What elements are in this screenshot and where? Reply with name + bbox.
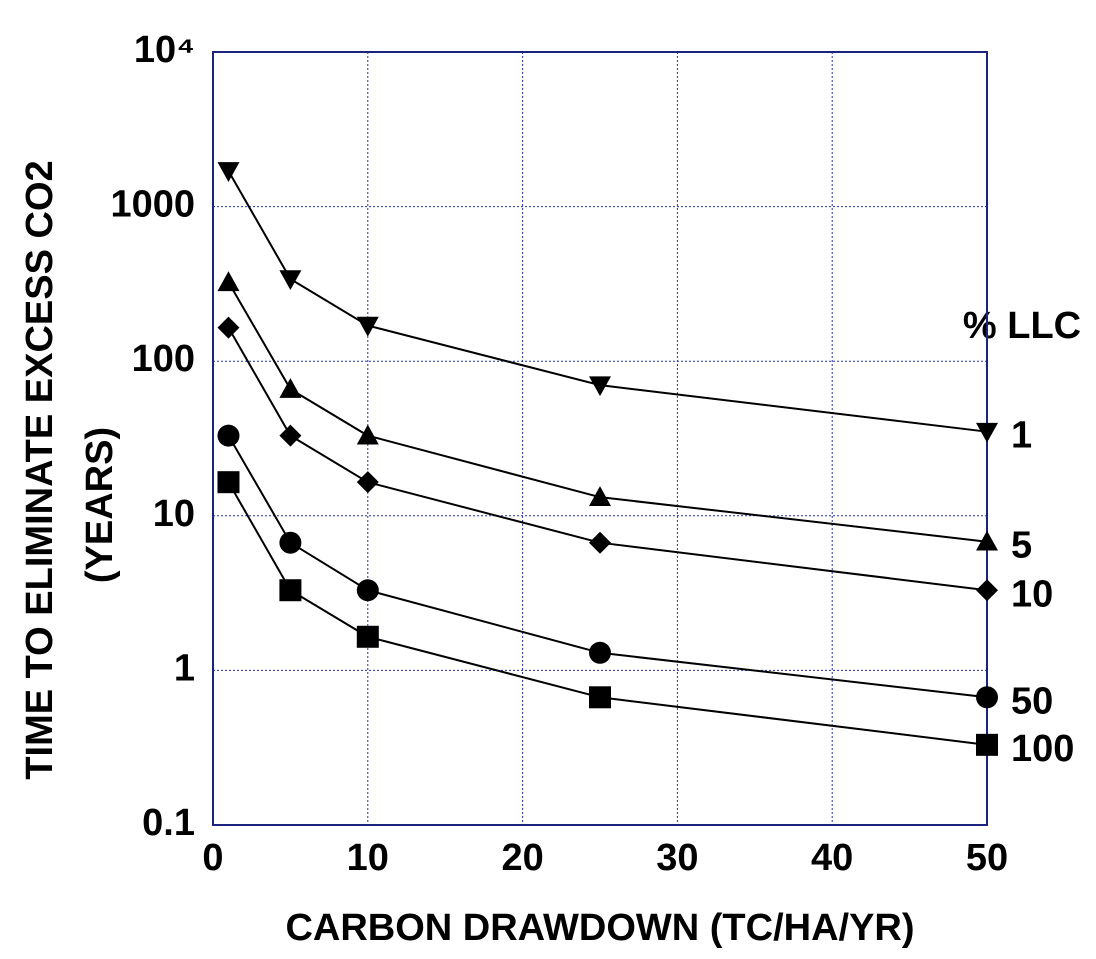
marker [589, 486, 611, 506]
x-tick-label: 50 [966, 837, 1008, 879]
series-label: 10 [1011, 573, 1053, 615]
marker [589, 686, 611, 709]
marker [976, 733, 998, 756]
marker [589, 376, 611, 397]
marker [356, 316, 379, 337]
y-axis-label: TIME TO ELIMINATE EXCESS CO2 [19, 160, 61, 779]
y-tick-label: 1 [174, 647, 195, 689]
marker [356, 625, 379, 648]
marker [217, 162, 240, 182]
series-line [227, 327, 988, 592]
series-label: 100 [1011, 728, 1074, 770]
marker [279, 531, 302, 554]
y-tick-label: 10⁴ [134, 29, 195, 71]
marker [356, 424, 379, 445]
y-axis-label: (YEARS) [79, 427, 121, 583]
plot-frame [212, 51, 988, 826]
series-label: 1 [1011, 415, 1032, 457]
marker [217, 271, 240, 292]
legend-title: % LLC [963, 305, 1081, 347]
y-tick-label: 10 [153, 493, 195, 535]
series-line [227, 170, 988, 433]
x-tick-label: 20 [501, 837, 543, 879]
marker [279, 424, 302, 447]
y-tick-label: 0.1 [142, 802, 195, 844]
x-axis-label: CARBON DRAWDOWN (TC/HA/YR) [285, 907, 914, 949]
x-tick-label: 0 [202, 837, 223, 879]
y-tick-label: 1000 [110, 184, 195, 226]
marker [976, 422, 998, 443]
marker [279, 579, 302, 602]
marker [589, 641, 611, 664]
marker [217, 316, 240, 339]
marker [356, 471, 379, 494]
series-label: 5 [1011, 525, 1032, 567]
x-tick-label: 10 [347, 837, 389, 879]
marker [356, 579, 379, 602]
x-tick-label: 30 [656, 837, 698, 879]
marker [279, 378, 302, 398]
marker [589, 531, 611, 554]
marker [976, 686, 998, 709]
x-tick-label: 40 [811, 837, 853, 879]
marker [279, 270, 302, 291]
marker [976, 530, 998, 551]
marker [217, 424, 240, 447]
marker [976, 579, 998, 602]
y-tick-label: 100 [132, 338, 195, 380]
marker [217, 471, 240, 494]
series-label: 50 [1011, 680, 1053, 722]
